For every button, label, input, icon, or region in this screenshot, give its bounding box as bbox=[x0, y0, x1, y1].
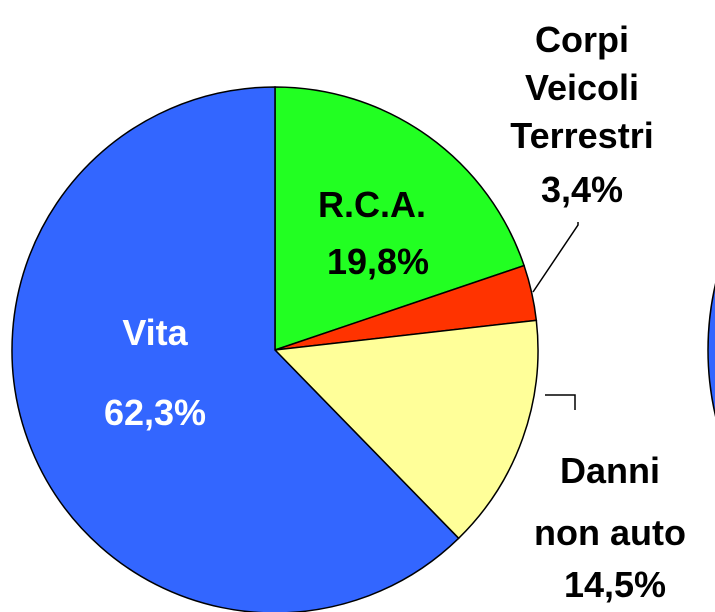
leader-line bbox=[545, 394, 576, 410]
value-label: 62,3% bbox=[103, 392, 207, 433]
pie-slice bbox=[274, 86, 526, 352]
pie-slice bbox=[11, 86, 460, 612]
neighbor-pie bbox=[707, 283, 715, 417]
category-label: Corpi Veicoli Terrestri bbox=[510, 19, 654, 156]
category-label: R.C.A. bbox=[318, 184, 426, 225]
category-label: Danni non auto bbox=[534, 450, 686, 553]
pie bbox=[11, 86, 539, 612]
value-label: 19,8% bbox=[326, 241, 430, 282]
pie-slice bbox=[273, 319, 539, 540]
value-label: 3,4% bbox=[540, 169, 624, 210]
category-label: Vita bbox=[122, 312, 188, 353]
leader-line bbox=[532, 222, 579, 293]
value-label: 14,5% bbox=[563, 564, 667, 605]
